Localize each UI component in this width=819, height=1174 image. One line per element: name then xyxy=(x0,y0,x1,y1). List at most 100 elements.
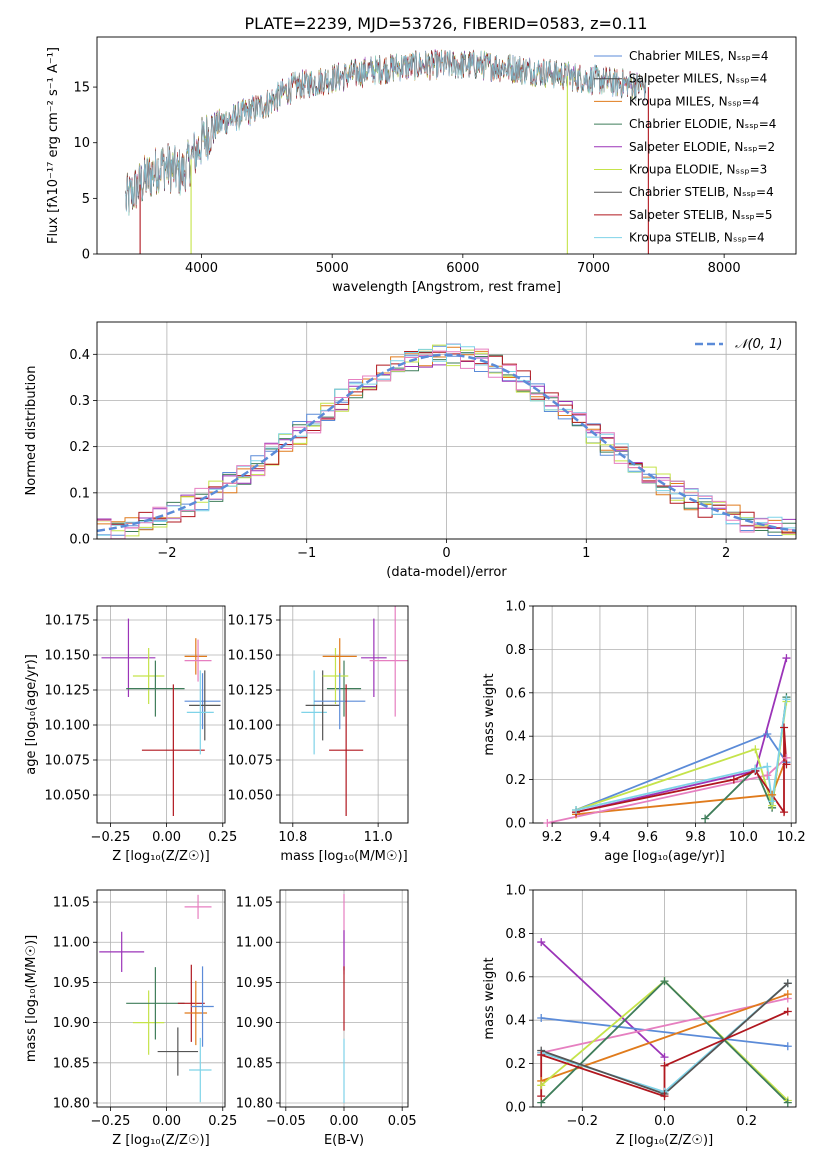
mass-weight-vs-z-frame xyxy=(532,889,797,1108)
x-tick-label: 9.6 xyxy=(637,830,658,845)
mass-weight-point xyxy=(783,979,792,988)
x-axis-label: mass [log₁₀(M/M☉)] xyxy=(280,849,407,864)
y-tick-label: 1.0 xyxy=(505,600,526,615)
y-tick-label: 10.80 xyxy=(236,1096,273,1111)
y-tick-label: 10 xyxy=(73,136,90,151)
mass-weight-point xyxy=(780,808,789,817)
age-vs-z-frame xyxy=(96,605,226,824)
x-axis-label: Z [log₁₀(Z/Z☉)] xyxy=(112,849,209,864)
figure-title: PLATE=2239, MJD=53726, FIBERID=0583, z=0… xyxy=(244,14,647,33)
y-tick-label: 10.90 xyxy=(236,1016,273,1031)
x-axis-label: Z [log₁₀(Z/Z☉)] xyxy=(616,1133,713,1148)
x-tick-label: −2 xyxy=(157,546,176,561)
y-tick-label: 10.85 xyxy=(53,1056,90,1071)
x-axis-label: wavelength [Angstrom, rest frame] xyxy=(332,280,561,295)
mass-weight-point xyxy=(660,977,669,986)
y-tick-label: 10.075 xyxy=(45,754,91,769)
mass-vs-z-panel: −0.25 0.00 0.25 10.80 10.85 10.90 10.95 11.00 11… xyxy=(24,889,237,1148)
mass-vs-z-plot-area xyxy=(99,894,214,1103)
x-axis-label: E(B-V) xyxy=(324,1133,364,1148)
y-axis-label: mass weight xyxy=(482,957,497,1039)
x-tick-label: 0.25 xyxy=(208,1114,237,1129)
mass-weight-point xyxy=(783,1007,792,1016)
y-tick-label: 10.95 xyxy=(53,976,90,991)
mass-weight-point xyxy=(537,1092,546,1101)
spectrum-plot-area xyxy=(125,49,649,254)
x-tick-label: 1 xyxy=(582,546,590,561)
x-tick-label: −0.25 xyxy=(91,1114,131,1129)
x-tick-label: 0.00 xyxy=(152,1114,181,1129)
mass-weight-vs-z-panel: −0.2 0.0 0.2 0.0 0.2 0.4 0.6 0.8 1.0 Z [log₁₀(Z/Z… xyxy=(482,884,797,1148)
x-tick-label: 10.8 xyxy=(278,830,307,845)
age-vs-z-panel: −0.25 0.00 0.25 10.050 10.075 10.100 10.125 10.… xyxy=(24,605,237,864)
mass-weight-point xyxy=(782,654,791,663)
y-tick-label: 0.4 xyxy=(69,348,90,363)
gaussian-curve xyxy=(97,353,796,533)
residual-histogram-frame xyxy=(96,321,797,540)
y-tick-label: 0 xyxy=(82,248,90,263)
mass-weight-line xyxy=(540,941,666,1058)
spectrum-panel: 4000 5000 6000 7000 8000 0 5 10 15 wavelength [An… xyxy=(46,36,797,295)
y-tick-label: 0.4 xyxy=(505,1014,526,1029)
x-tick-label: −0.25 xyxy=(91,830,131,845)
y-tick-label: 0.6 xyxy=(505,970,526,985)
y-tick-label: 10.150 xyxy=(228,649,274,664)
x-tick-label: 0 xyxy=(442,546,450,561)
mass-vs-ebv-panel: −0.05 0.00 0.05 10.80 10.85 10.90 10.95 11.00 11… xyxy=(236,889,417,1148)
mass-vs-ebv-frame xyxy=(279,889,409,1108)
y-tick-label: 11.05 xyxy=(53,896,90,911)
y-tick-label: 10.150 xyxy=(45,649,91,664)
y-tick-label: 10.175 xyxy=(45,614,91,629)
legend-entry: Kroupa STELIB, Nₛₛₚ=4 xyxy=(629,231,765,245)
y-tick-label: 0.1 xyxy=(69,486,90,501)
x-tick-label: 2 xyxy=(722,546,730,561)
y-tick-label: 11.00 xyxy=(53,936,90,951)
mass-weight-point xyxy=(783,990,792,999)
x-tick-label: 0.00 xyxy=(330,1114,359,1129)
x-axis-label: (data-model)/error xyxy=(386,565,507,580)
y-tick-label: 10.125 xyxy=(45,684,91,699)
spectrum-legend: Chabrier MILES, Nₛₛₚ=4 Salpeter MILES, Nₛ… xyxy=(594,49,776,245)
y-tick-label: 10.80 xyxy=(53,1096,90,1111)
y-tick-label: 0.8 xyxy=(505,643,526,658)
y-tick-label: 0.4 xyxy=(505,730,526,745)
y-tick-label: 10.050 xyxy=(45,789,91,804)
y-tick-label: 10.050 xyxy=(228,789,274,804)
mass-weight-vs-age-frame xyxy=(532,605,797,824)
spectrum-series-line xyxy=(125,50,646,216)
legend-entry: Chabrier MILES, Nₛₛₚ=4 xyxy=(629,49,769,63)
x-tick-label: 9.2 xyxy=(542,830,563,845)
y-tick-label: 0.2 xyxy=(505,1057,526,1072)
mass-weight-line xyxy=(541,1017,788,1048)
x-tick-label: −1 xyxy=(297,546,316,561)
mass-weight-point xyxy=(537,1081,546,1090)
y-tick-label: 0.0 xyxy=(69,533,90,548)
x-tick-label: 5000 xyxy=(316,261,349,276)
age-vs-mass-frame xyxy=(279,605,409,824)
y-tick-label: 15 xyxy=(73,81,90,96)
y-tick-label: 0.2 xyxy=(69,440,90,455)
age-vs-mass-plot-area xyxy=(301,606,408,816)
histogram-legend: 𝒩(0, 1) xyxy=(695,337,782,352)
legend-entry: Salpeter STELIB, Nₛₛₚ=5 xyxy=(629,208,773,222)
mass-weight-point xyxy=(763,762,772,771)
mass-weight-vs-age-plot-area xyxy=(547,657,788,823)
x-tick-label: 7000 xyxy=(577,261,610,276)
x-tick-label: −0.2 xyxy=(567,1114,599,1129)
x-tick-label: 10.0 xyxy=(729,830,758,845)
x-tick-label: 0.2 xyxy=(736,1114,757,1129)
y-tick-label: 5 xyxy=(82,192,90,207)
mass-weight-point xyxy=(783,1098,792,1107)
legend-entry: Kroupa MILES, Nₛₛₚ=4 xyxy=(629,94,759,108)
x-axis-label: Z [log₁₀(Z/Z☉)] xyxy=(112,1133,209,1148)
y-tick-label: 10.100 xyxy=(228,719,274,734)
mass-weight-point xyxy=(763,730,772,739)
y-tick-label: 10.85 xyxy=(236,1056,273,1071)
y-tick-label: 0.8 xyxy=(505,927,526,942)
mass-weight-point xyxy=(782,760,791,769)
mass-weight-point xyxy=(783,1042,792,1051)
mass-weight-point xyxy=(660,1092,669,1101)
mass-weight-point xyxy=(768,797,777,806)
